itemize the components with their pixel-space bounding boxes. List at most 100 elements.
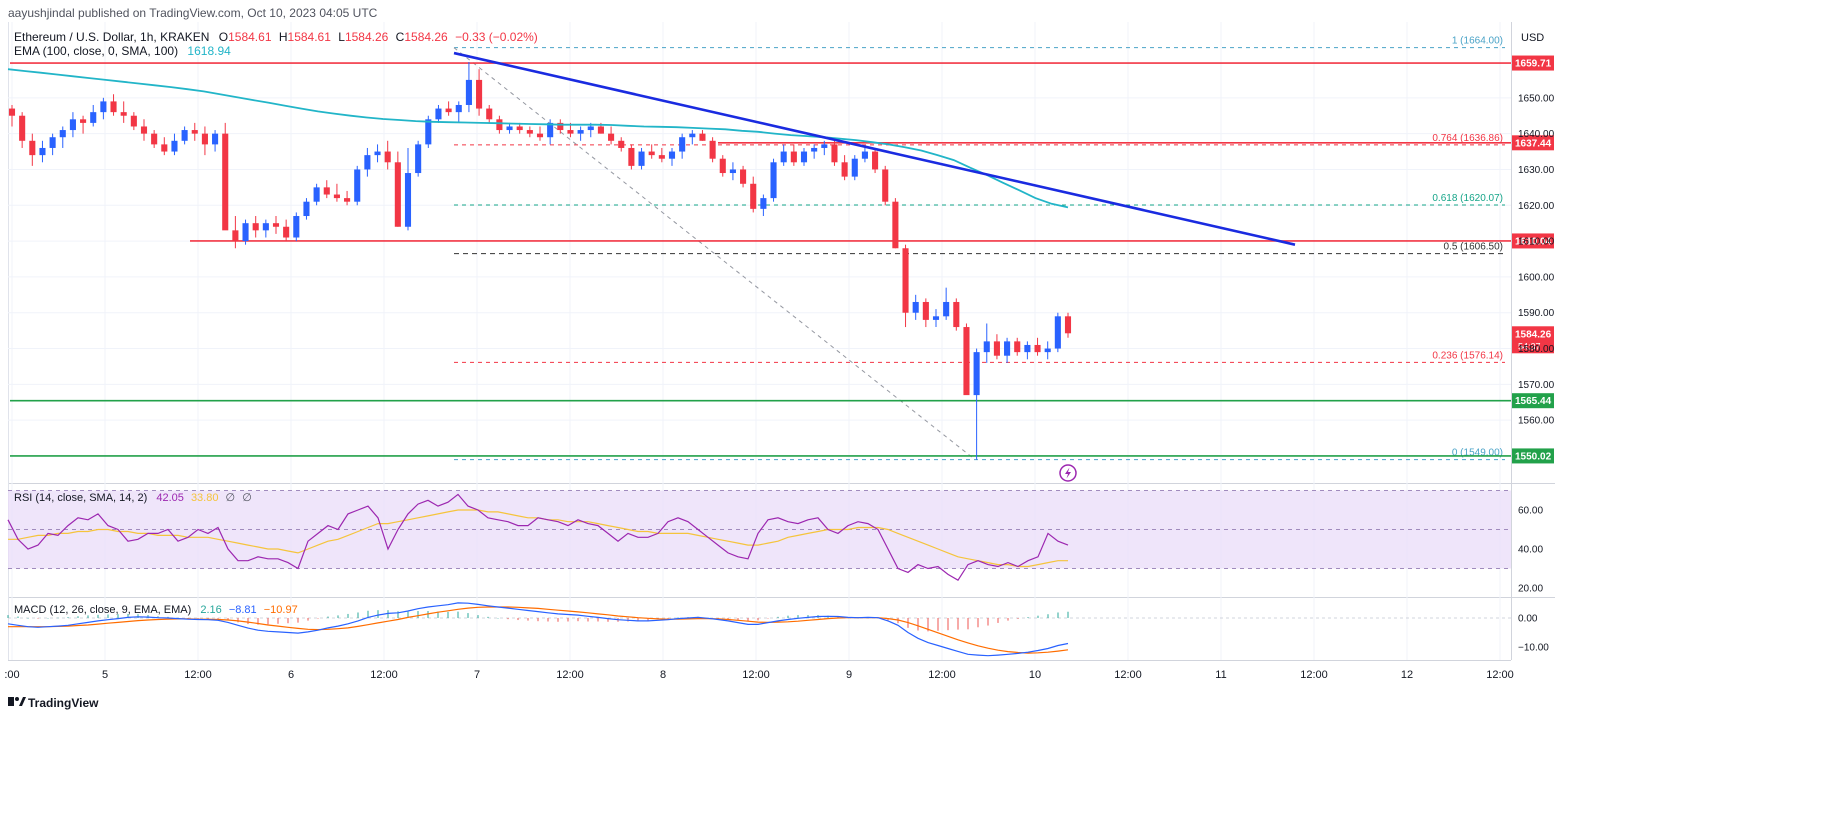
x-tick-label: 10 [1029,669,1041,681]
candle-body [729,169,736,174]
candle-body [1034,344,1041,353]
candle-body [506,126,513,131]
macd-histogram-bar [977,618,979,628]
ema-100-line[interactable] [7,68,1069,209]
macd-histogram-bar [197,618,199,619]
tradingview-logo-icon [8,697,26,706]
candle [882,165,889,206]
candle-body [283,226,290,238]
macd-histogram-bar [267,618,269,625]
price-tick-label: 1640.00 [1518,129,1555,140]
symbol-title[interactable]: Ethereum / U.S. Dollar, 1h, KRAKEN [14,30,210,44]
candle-body [161,144,168,152]
macd-tick-label: −10.00 [1518,643,1549,654]
candle-body [821,144,828,148]
legend-macd: MACD (12, 26, close, 9, EMA, EMA) 2.16 −… [14,604,298,616]
candle-body [59,130,66,138]
macd-histogram-bar [247,618,249,625]
macd-histogram-bar [417,611,419,618]
candle [608,126,615,145]
price-tick-label: 1620.00 [1518,201,1555,212]
horizontal-level-price: 1610.04 [1515,236,1552,247]
candle [993,334,1000,360]
candle-body [750,183,757,209]
candle-body [323,187,330,195]
macd-histogram-bar [757,618,759,621]
candle [1034,337,1041,356]
candle [983,323,990,363]
candle [140,119,148,141]
price-tick-label: 1630.00 [1518,165,1555,176]
candle [892,198,899,249]
macd-histogram-bar [37,618,39,619]
candle [476,69,483,116]
macd-histogram-bar [1067,611,1069,618]
x-tick-label: 12:00 [1114,669,1142,681]
macd-histogram-bar [437,611,439,618]
candle [750,176,757,213]
candle [374,144,381,163]
candle [455,101,462,123]
bar-countdown: 54:37 [1518,341,1541,351]
candle [811,144,818,159]
candle [222,122,229,231]
candle-body [770,162,777,199]
candle [557,119,564,134]
currency-label[interactable]: USD [1521,32,1545,44]
candle [618,137,625,152]
candle [252,216,259,238]
x-tick-label: 12:00 [1300,669,1328,681]
macd-histogram-bar [327,616,329,618]
macd-histogram-bar [137,614,139,618]
fib-diagonal[interactable] [453,47,976,460]
candle [161,137,168,156]
candle-body [902,248,909,313]
macd-histogram-bar [587,618,589,622]
candle-body [90,112,97,123]
rsi-label[interactable]: RSI (14, close, SMA, 14, 2) [14,492,148,504]
candle [658,147,665,163]
macd-signal-value: −10.97 [263,604,298,616]
macd-line[interactable] [7,602,1069,657]
macd-histogram-bar [497,618,499,619]
macd-histogram-bar [597,618,599,622]
candle [1054,312,1061,353]
candle-body [689,133,696,138]
candle [465,62,472,113]
candle-body [39,147,46,156]
candle [171,133,178,156]
candle [729,162,736,181]
legend-rsi: RSI (14, close, SMA, 14, 2) 42.05 33.80 … [14,491,252,504]
last-price-value: 1584.26 [1515,329,1552,340]
ohlc-change: −0.33 (−0.02%) [455,30,538,44]
candle-body [394,162,401,227]
candle [922,298,929,328]
horizontal-level-price: 1659.71 [1515,59,1552,70]
candle [1024,341,1031,360]
x-tick-label: 12:00 [928,669,956,681]
fib-label-1: 1 (1664.00) [1452,36,1503,47]
tradingview-brand: TradingView [28,696,99,710]
flash-icon[interactable] [1059,464,1077,482]
rsi-extra-2: ∅ [242,492,252,504]
macd-histogram-bar [17,616,19,618]
rsi-ma-value: 33.80 [190,492,219,504]
candle [638,147,645,170]
rsi-line[interactable] [7,493,1069,582]
candle-body [516,126,523,131]
candle [404,147,412,231]
macd-histogram-bar [1057,612,1059,618]
macd-histogram-bar [257,618,259,625]
candle-body [1064,316,1072,334]
candle [49,133,56,156]
candle [506,122,513,134]
macd-histogram-bar [47,618,49,619]
macd-histogram-bar [1037,615,1039,618]
candle-body [69,119,76,131]
candle-body [384,151,391,163]
macd-label[interactable]: MACD (12, 26, close, 9, EMA, EMA) [14,604,192,616]
ema-label[interactable]: EMA (100, close, 0, SMA, 100) [14,44,179,58]
macd-histogram-bar [927,618,929,632]
bearish-trendline[interactable] [453,51,1296,246]
